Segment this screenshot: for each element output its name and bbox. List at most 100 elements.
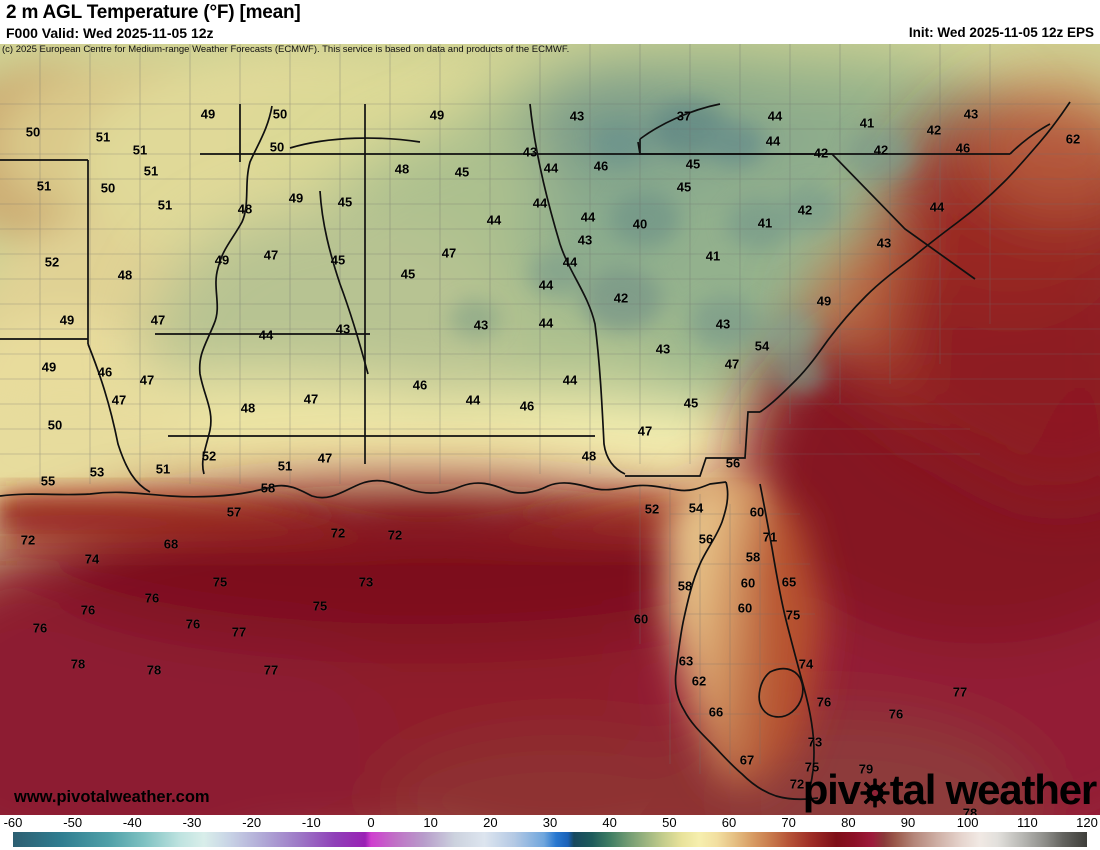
contour-label: 63	[678, 653, 694, 669]
contour-label: 49	[429, 107, 445, 123]
contour-label: 40	[632, 216, 648, 232]
state-boundaries	[0, 101, 1071, 801]
colorbar-tick-label: 120	[1076, 815, 1098, 830]
contour-label: 46	[97, 364, 113, 380]
colorbar[interactable]: -60 -50 -40 -30 -20 -10 0 10 20 30 40 50 60 70 80 90 100…	[0, 815, 1100, 850]
contour-label: 65	[781, 574, 797, 590]
colorbar-tick-label: -10	[301, 815, 321, 830]
contour-label: 77	[263, 662, 279, 678]
contour-label: 77	[231, 624, 247, 640]
contour-label: 43	[715, 316, 731, 332]
contour-label: 48	[394, 161, 410, 177]
contour-label: 54	[754, 338, 770, 354]
contour-label: 43	[876, 235, 892, 251]
contour-label: 56	[698, 531, 714, 547]
contour-label: 50	[100, 180, 116, 196]
colorbar-tick-label: 110	[1016, 815, 1038, 830]
colorbar-tick-label: 90	[900, 815, 916, 830]
contour-label: 45	[400, 266, 416, 282]
contour-label: 62	[691, 673, 707, 689]
contour-label: 74	[84, 551, 100, 567]
contour-label: 46	[519, 398, 535, 414]
contour-label: 66	[708, 704, 724, 720]
contour-label: 44	[767, 108, 783, 124]
contour-label: 44	[562, 372, 578, 388]
brand-text-left: piv	[802, 766, 861, 813]
contour-label: 44	[929, 199, 945, 215]
contour-label: 45	[337, 194, 353, 210]
contour-label: 48	[117, 267, 133, 283]
contour-label: 42	[926, 122, 942, 138]
contour-label: 43	[335, 321, 351, 337]
valid-time-label: F000 Valid: Wed 2025-11-05 12z	[6, 25, 214, 41]
colorbar-gradient[interactable]	[13, 832, 1087, 847]
colorbar-tick-label: 0	[367, 815, 375, 830]
contour-label: 49	[288, 190, 304, 206]
colorbar-tick-label: 80	[841, 815, 856, 830]
contour-label: 52	[201, 448, 217, 464]
map-canvas[interactable]: (c) 2025 European Centre for Medium-rang…	[0, 44, 1100, 815]
contour-label: 50	[272, 106, 288, 122]
contour-label: 60	[633, 611, 649, 627]
contour-label: 45	[676, 179, 692, 195]
contour-label: 44	[258, 327, 274, 343]
contour-label: 42	[813, 145, 829, 161]
contour-label: 51	[132, 142, 148, 158]
contour-label: 48	[240, 400, 256, 416]
contour-label: 43	[522, 144, 538, 160]
colorbar-tick-label: 100	[956, 815, 979, 830]
contour-label: 68	[163, 536, 179, 552]
contour-label: 60	[749, 504, 765, 520]
contour-label: 62	[1065, 131, 1081, 147]
contour-label: 47	[317, 450, 333, 466]
contour-label: 60	[737, 600, 753, 616]
contour-label: 72	[330, 525, 346, 541]
colorbar-tick-label: -20	[242, 815, 262, 830]
contour-label: 50	[25, 124, 41, 140]
contour-label: 48	[581, 448, 597, 464]
contour-label: 73	[358, 574, 374, 590]
contour-label: 73	[807, 734, 823, 750]
contour-label: 46	[955, 140, 971, 156]
contour-label: 71	[762, 529, 778, 545]
contour-label: 47	[724, 356, 740, 372]
contour-label: 58	[677, 578, 693, 594]
contour-label: 51	[36, 178, 52, 194]
contour-label: 75	[785, 607, 801, 623]
contour-label: 72	[789, 776, 805, 792]
contour-label: 47	[111, 392, 127, 408]
contour-label: 45	[454, 164, 470, 180]
map-header: 2 m AGL Temperature (°F) [mean] F000 Val…	[0, 0, 1100, 44]
contour-label: 47	[139, 372, 155, 388]
colorbar-ticks: -60 -50 -40 -30 -20 -10 0 10 20 30 40 50 60 70 80 90 100…	[0, 815, 1100, 831]
contour-label: 49	[816, 293, 832, 309]
contour-label: 43	[473, 317, 489, 333]
contour-label: 56	[725, 455, 741, 471]
contour-label: 76	[144, 590, 160, 606]
contour-label: 42	[873, 142, 889, 158]
contour-label: 50	[269, 139, 285, 155]
contour-label: 79	[858, 761, 874, 777]
contour-label: 74	[798, 656, 814, 672]
contour-label: 44	[538, 277, 554, 293]
contour-label: 46	[412, 377, 428, 393]
colorbar-tick-label: 10	[423, 815, 438, 830]
contour-label: 47	[637, 423, 653, 439]
contour-label: 77	[952, 684, 968, 700]
contour-label: 41	[859, 115, 875, 131]
contour-label: 51	[95, 129, 111, 145]
contour-label: 43	[963, 106, 979, 122]
contour-label: 45	[330, 252, 346, 268]
contour-label: 47	[303, 391, 319, 407]
contour-label: 49	[41, 359, 57, 375]
colorbar-tick-label: 20	[483, 815, 498, 830]
colorbar-tick-label: 50	[662, 815, 677, 830]
contour-label: 52	[644, 501, 660, 517]
contour-label: 54	[688, 500, 704, 516]
contour-label: 44	[543, 160, 559, 176]
contour-label: 78	[70, 656, 86, 672]
contour-label: 46	[593, 158, 609, 174]
contour-label: 75	[804, 759, 820, 775]
contour-label: 43	[655, 341, 671, 357]
